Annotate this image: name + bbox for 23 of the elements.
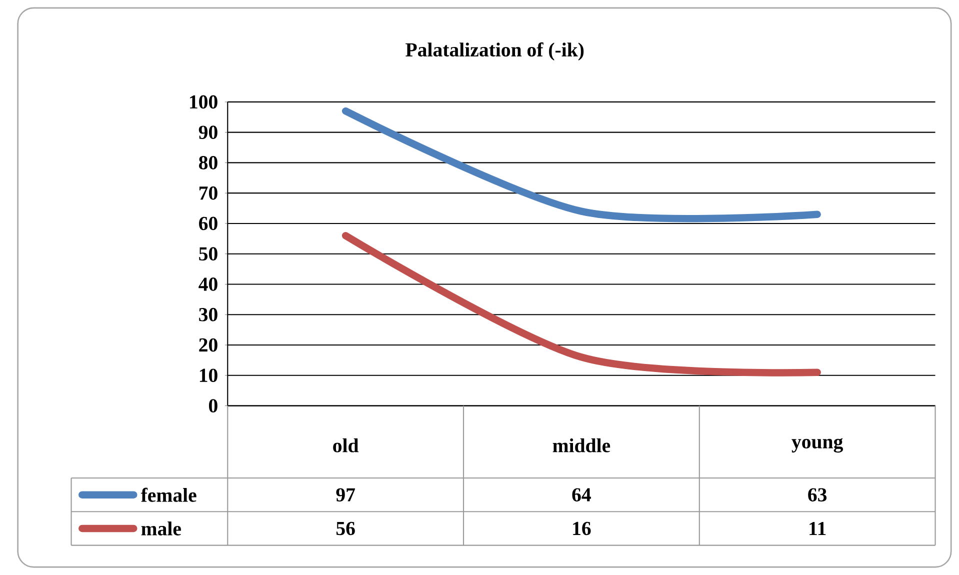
y-tick-label: 20 [199, 338, 218, 352]
y-tick-label: 0 [208, 399, 218, 412]
y-tick-label: 50 [199, 247, 218, 261]
data-label: 97 [336, 488, 355, 502]
x-tick-label: middle [552, 438, 610, 452]
chart-title: Palatalization of (-ik) [406, 42, 584, 61]
data-label: 63 [808, 488, 827, 502]
y-tick-label: 60 [199, 216, 218, 230]
y-tick-label: 70 [199, 186, 218, 200]
data-label: 16 [573, 522, 591, 536]
x-tick-label: young [792, 438, 843, 453]
x-tick-label: old [333, 438, 359, 452]
y-tick-label: 100 [190, 95, 218, 109]
legend-label: male [141, 522, 181, 536]
legend-label: female [140, 488, 196, 502]
y-tick-label: 80 [199, 156, 218, 170]
data-label: 11 [810, 522, 826, 536]
y-tick-label: 10 [200, 368, 218, 382]
y-tick-label: 40 [198, 278, 218, 291]
data-label: 64 [572, 488, 591, 502]
y-tick-label: 30 [199, 308, 218, 322]
y-tick-label: 90 [198, 126, 218, 139]
data-label: 56 [336, 522, 355, 536]
